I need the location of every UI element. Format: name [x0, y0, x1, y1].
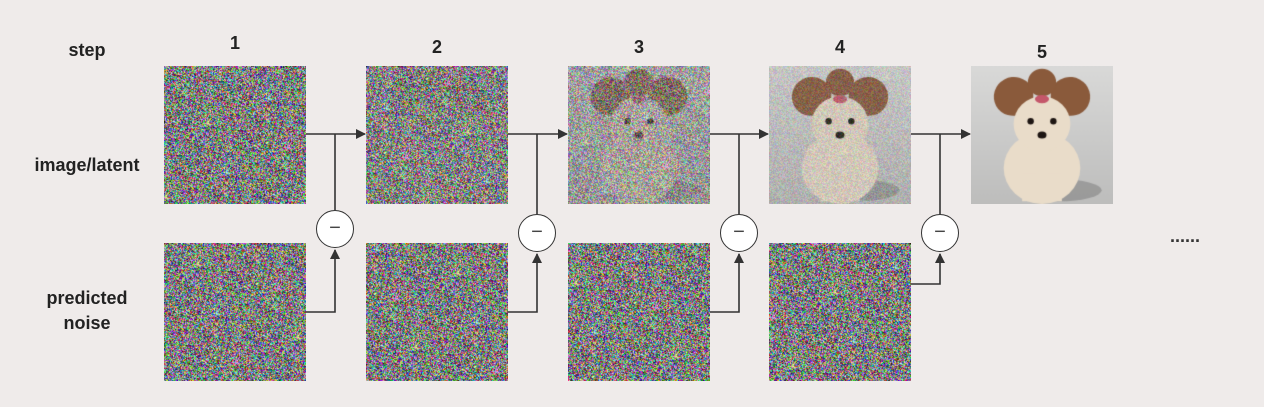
step-number-1: 1	[229, 33, 240, 53]
latent-image-step-2	[366, 66, 508, 204]
row-label-noise: noise	[63, 313, 111, 333]
latent-image-step-4	[769, 66, 911, 204]
row-label-predicted-noise: predicted noise	[28, 286, 146, 336]
row-label-image-latent: image/latent	[34, 155, 140, 175]
minus-operator-2: −	[518, 214, 556, 252]
step-number-4: 4	[834, 37, 845, 57]
predicted-noise-step-1	[164, 243, 306, 381]
latent-image-step-1	[164, 66, 306, 204]
minus-operator-1: −	[316, 210, 354, 248]
latent-image-step-5	[971, 66, 1113, 204]
continuation-ellipsis: ......	[1169, 226, 1200, 246]
minus-operator-4: −	[921, 214, 959, 252]
predicted-noise-step-2	[366, 243, 508, 381]
latent-image-step-3	[568, 66, 710, 204]
step-number-5: 5	[1036, 42, 1047, 62]
row-label-step: step	[68, 40, 106, 60]
minus-operator-3: −	[720, 214, 758, 252]
step-number-3: 3	[633, 37, 644, 57]
predicted-noise-step-4	[769, 243, 911, 381]
predicted-noise-step-3	[568, 243, 710, 381]
step-number-2: 2	[431, 37, 442, 57]
row-label-predicted: predicted	[46, 288, 128, 308]
